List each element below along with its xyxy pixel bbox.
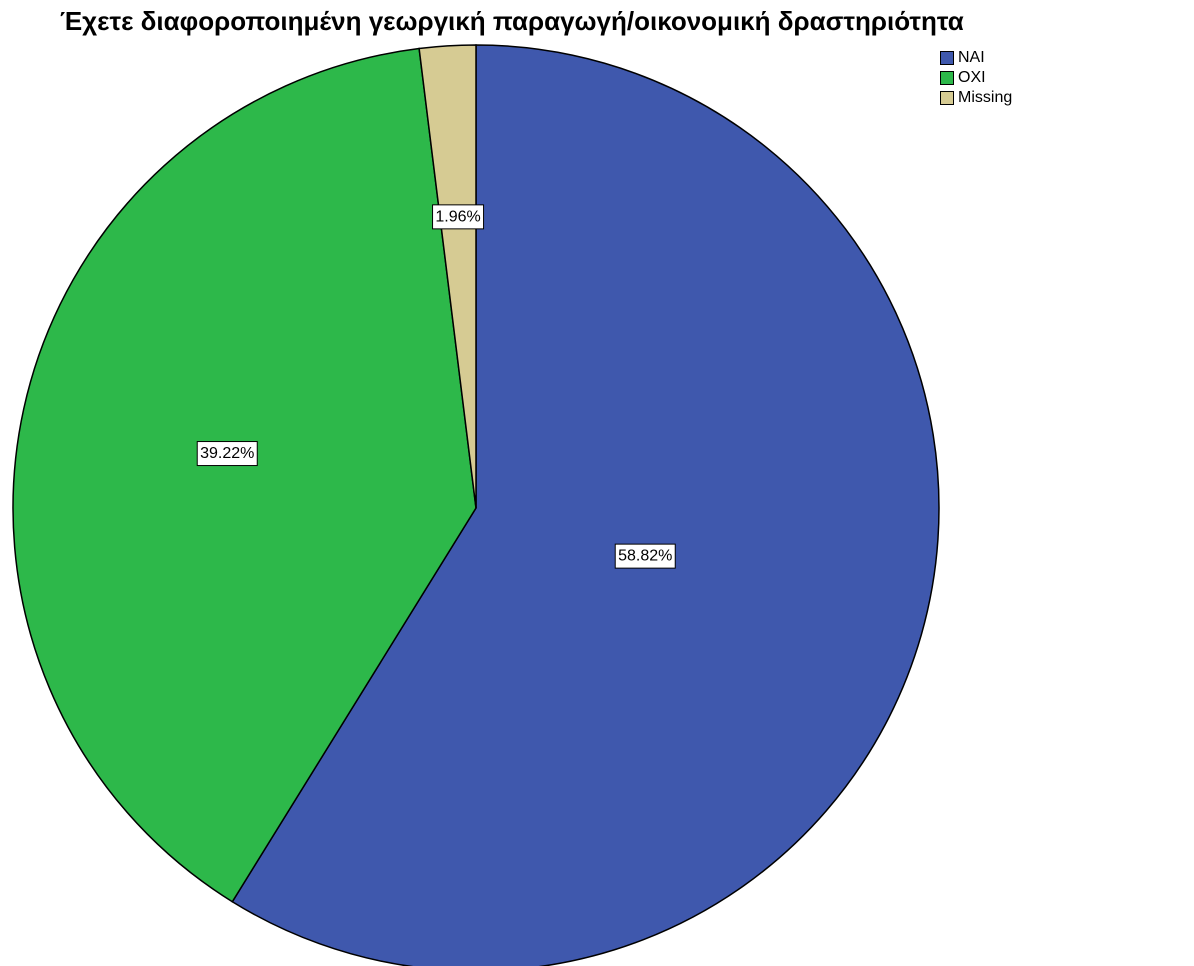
data-label-box bbox=[614, 543, 676, 569]
pie-slice-missing bbox=[418, 44, 477, 509]
data-label-nai: 58.82% bbox=[614, 543, 676, 569]
legend-label: NAI bbox=[958, 49, 985, 66]
chart-title: Έχετε διαφοροποιημένη γεωργική παραγωγή/… bbox=[60, 6, 964, 36]
pie-slice-oxi bbox=[12, 47, 477, 903]
legend-swatch bbox=[940, 51, 954, 65]
data-label-box bbox=[196, 441, 258, 467]
legend-item-oxi: OXI bbox=[940, 68, 1012, 88]
data-label-text: 58.82% bbox=[618, 548, 672, 565]
legend-label: Missing bbox=[958, 89, 1013, 106]
legend-label: OXI bbox=[958, 69, 986, 86]
data-label-missing: 1.96% bbox=[432, 204, 485, 230]
data-label-box bbox=[432, 204, 485, 230]
legend-swatch bbox=[940, 91, 954, 105]
legend-item-missing: Missing bbox=[940, 88, 1012, 108]
legend: NAI OXI Missing bbox=[940, 48, 1012, 108]
legend-swatch bbox=[940, 71, 954, 85]
data-label-oxi: 39.22% bbox=[196, 441, 258, 467]
data-label-text: 39.22% bbox=[200, 445, 254, 462]
data-label-text: 1.96% bbox=[435, 208, 480, 225]
pie-slice-nai bbox=[231, 44, 940, 966]
legend-item-nai: NAI bbox=[940, 48, 1012, 68]
